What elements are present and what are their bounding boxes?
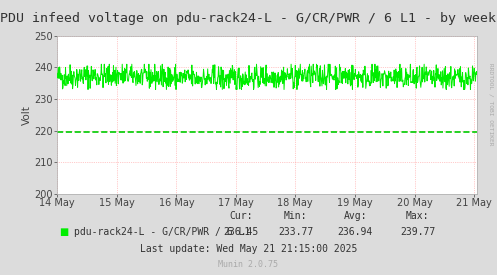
Text: 233.77: 233.77 bbox=[278, 227, 313, 237]
Text: RRDTOOL / TOBI OETIKER: RRDTOOL / TOBI OETIKER bbox=[489, 63, 494, 146]
Text: Min:: Min: bbox=[284, 211, 308, 221]
Text: Cur:: Cur: bbox=[229, 211, 253, 221]
Text: Max:: Max: bbox=[406, 211, 429, 221]
Text: pdu-rack24-L - G/CR/PWR / 6 L1: pdu-rack24-L - G/CR/PWR / 6 L1 bbox=[74, 227, 250, 237]
Text: 236.45: 236.45 bbox=[224, 227, 258, 237]
Text: 239.77: 239.77 bbox=[400, 227, 435, 237]
Text: Avg:: Avg: bbox=[343, 211, 367, 221]
Y-axis label: Volt: Volt bbox=[21, 105, 32, 125]
Text: 236.94: 236.94 bbox=[338, 227, 373, 237]
Text: Last update: Wed May 21 21:15:00 2025: Last update: Wed May 21 21:15:00 2025 bbox=[140, 244, 357, 254]
Text: Munin 2.0.75: Munin 2.0.75 bbox=[219, 260, 278, 269]
Text: ■: ■ bbox=[59, 227, 68, 237]
Text: PDU infeed voltage on pdu-rack24-L - G/CR/PWR / 6 L1 - by week: PDU infeed voltage on pdu-rack24-L - G/C… bbox=[0, 12, 497, 25]
